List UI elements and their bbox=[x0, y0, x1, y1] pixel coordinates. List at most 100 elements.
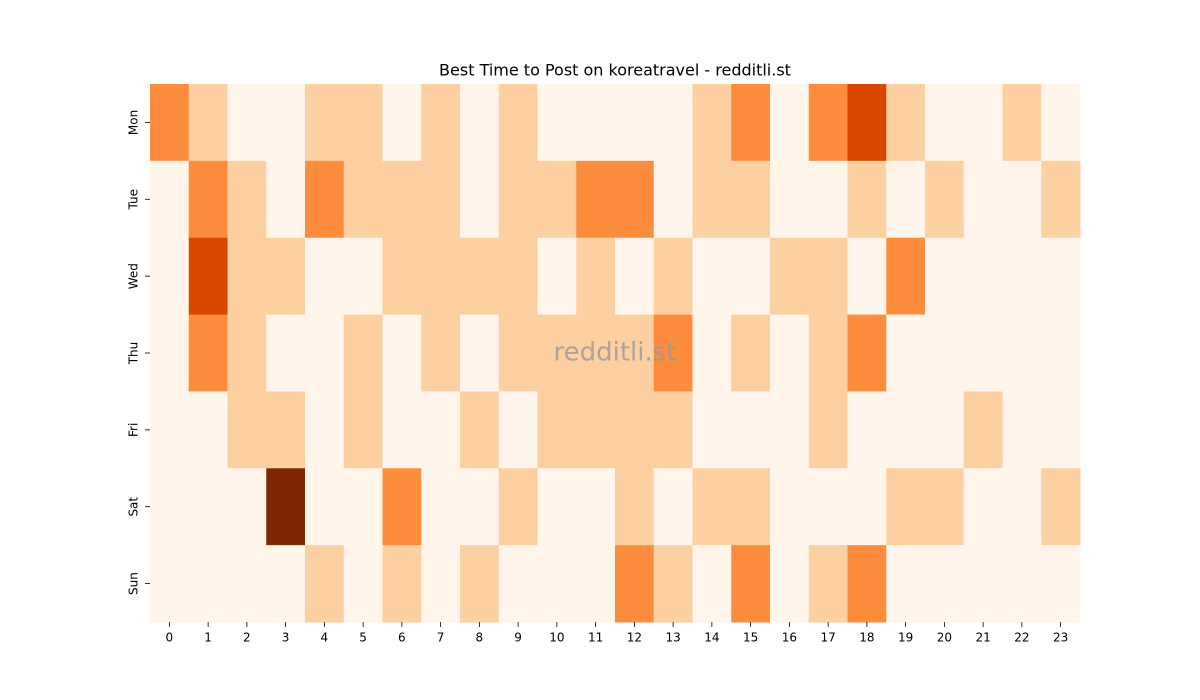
heatmap-cell bbox=[227, 468, 267, 546]
heatmap-cell bbox=[343, 545, 383, 623]
y-tick-label: Mon bbox=[127, 110, 141, 135]
heatmap-cell bbox=[808, 391, 848, 469]
heatmap-cell bbox=[266, 314, 306, 392]
heatmap-cell bbox=[305, 468, 345, 546]
heatmap-cell bbox=[847, 545, 887, 623]
heatmap-cell bbox=[770, 545, 810, 623]
heatmap-cell bbox=[731, 314, 771, 392]
heatmap-cell bbox=[382, 237, 422, 316]
heatmap-cell bbox=[653, 84, 693, 162]
heatmap-cell bbox=[731, 468, 771, 546]
x-tick-label: 8 bbox=[476, 631, 484, 645]
heatmap-cell bbox=[886, 545, 926, 623]
heatmap-cell bbox=[266, 391, 306, 469]
y-tick-label: Wed bbox=[127, 263, 141, 289]
heatmap-cell bbox=[498, 237, 538, 316]
heatmap-cell bbox=[576, 160, 616, 239]
heatmap-cell bbox=[266, 237, 306, 316]
heatmap-cell bbox=[963, 468, 1003, 546]
heatmap-cell bbox=[886, 160, 926, 239]
x-tick-label: 11 bbox=[588, 631, 603, 645]
heatmap-cell bbox=[576, 468, 616, 546]
heatmap-cell bbox=[305, 237, 345, 316]
x-tick-label: 18 bbox=[859, 631, 874, 645]
heatmap-cell bbox=[615, 160, 655, 239]
heatmap-cell bbox=[460, 84, 500, 162]
x-tick-label: 19 bbox=[898, 631, 913, 645]
heatmap-cell bbox=[150, 545, 190, 623]
heatmap-cell bbox=[382, 314, 422, 392]
heatmap-cell bbox=[343, 391, 383, 469]
heatmap-cell bbox=[886, 237, 926, 316]
x-tick-label: 7 bbox=[437, 631, 445, 645]
heatmap-cell bbox=[1041, 468, 1081, 546]
heatmap-cell bbox=[150, 468, 190, 546]
x-tick-label: 3 bbox=[282, 631, 290, 645]
heatmap-cell bbox=[382, 84, 422, 162]
heatmap-cell bbox=[343, 160, 383, 239]
heatmap-cell bbox=[615, 391, 655, 469]
chart-title: Best Time to Post on koreatravel - reddi… bbox=[439, 61, 791, 80]
heatmap-cell bbox=[770, 391, 810, 469]
heatmap-cell bbox=[886, 468, 926, 546]
heatmap-cell bbox=[305, 84, 345, 162]
x-tick-label: 13 bbox=[665, 631, 680, 645]
heatmap-cell bbox=[227, 314, 267, 392]
heatmap-cell bbox=[925, 84, 965, 162]
heatmap-cell bbox=[188, 545, 228, 623]
watermark: redditli.st bbox=[554, 338, 677, 368]
x-tick-label: 0 bbox=[166, 631, 174, 645]
x-tick-label: 15 bbox=[743, 631, 758, 645]
heatmap-cell bbox=[653, 545, 693, 623]
heatmap-cell bbox=[188, 391, 228, 469]
heatmap-cell bbox=[1002, 314, 1042, 392]
heatmap-cell bbox=[770, 84, 810, 162]
heatmap-cell bbox=[731, 545, 771, 623]
heatmap-cell bbox=[963, 314, 1003, 392]
heatmap-cell bbox=[925, 160, 965, 239]
heatmap-cell bbox=[963, 237, 1003, 316]
x-tick-label: 2 bbox=[243, 631, 251, 645]
heatmap-cell bbox=[847, 391, 887, 469]
heatmap-cell bbox=[421, 237, 461, 316]
heatmap-cell bbox=[653, 237, 693, 316]
heatmap-cell bbox=[150, 160, 190, 239]
heatmap-cell bbox=[150, 237, 190, 316]
heatmap-cell bbox=[537, 237, 577, 316]
heatmap-cell bbox=[227, 545, 267, 623]
heatmap-cell bbox=[925, 314, 965, 392]
heatmap-cell bbox=[576, 545, 616, 623]
heatmap-cell bbox=[925, 237, 965, 316]
heatmap-cell bbox=[537, 545, 577, 623]
x-tick-label: 4 bbox=[321, 631, 329, 645]
heatmap-cell bbox=[731, 160, 771, 239]
heatmap-cell bbox=[615, 237, 655, 316]
heatmap-cell bbox=[537, 84, 577, 162]
heatmap-cell bbox=[886, 314, 926, 392]
heatmap-cell bbox=[731, 391, 771, 469]
x-tick-label: 6 bbox=[398, 631, 406, 645]
heatmap-cell bbox=[847, 84, 887, 162]
heatmap-cell bbox=[615, 314, 655, 392]
heatmap-cell bbox=[615, 468, 655, 546]
x-tick-label: 10 bbox=[549, 631, 564, 645]
heatmap-cell bbox=[963, 391, 1003, 469]
heatmap-cell bbox=[731, 84, 771, 162]
heatmap-cell bbox=[343, 84, 383, 162]
heatmap-cell bbox=[460, 545, 500, 623]
heatmap-cell bbox=[808, 468, 848, 546]
heatmap-cell bbox=[1041, 545, 1081, 623]
heatmap-cell bbox=[1002, 160, 1042, 239]
heatmap-cell bbox=[576, 314, 616, 392]
heatmap-cell bbox=[653, 160, 693, 239]
heatmap-cell bbox=[227, 391, 267, 469]
heatmap-cell bbox=[886, 84, 926, 162]
heatmap-cell bbox=[498, 160, 538, 239]
heatmap-cell bbox=[460, 468, 500, 546]
heatmap-cell bbox=[886, 391, 926, 469]
heatmap-cell bbox=[1002, 237, 1042, 316]
x-tick-label: 12 bbox=[627, 631, 642, 645]
heatmap-cell bbox=[653, 468, 693, 546]
heatmap-cell bbox=[576, 391, 616, 469]
y-tick-label: Thu bbox=[127, 342, 141, 366]
